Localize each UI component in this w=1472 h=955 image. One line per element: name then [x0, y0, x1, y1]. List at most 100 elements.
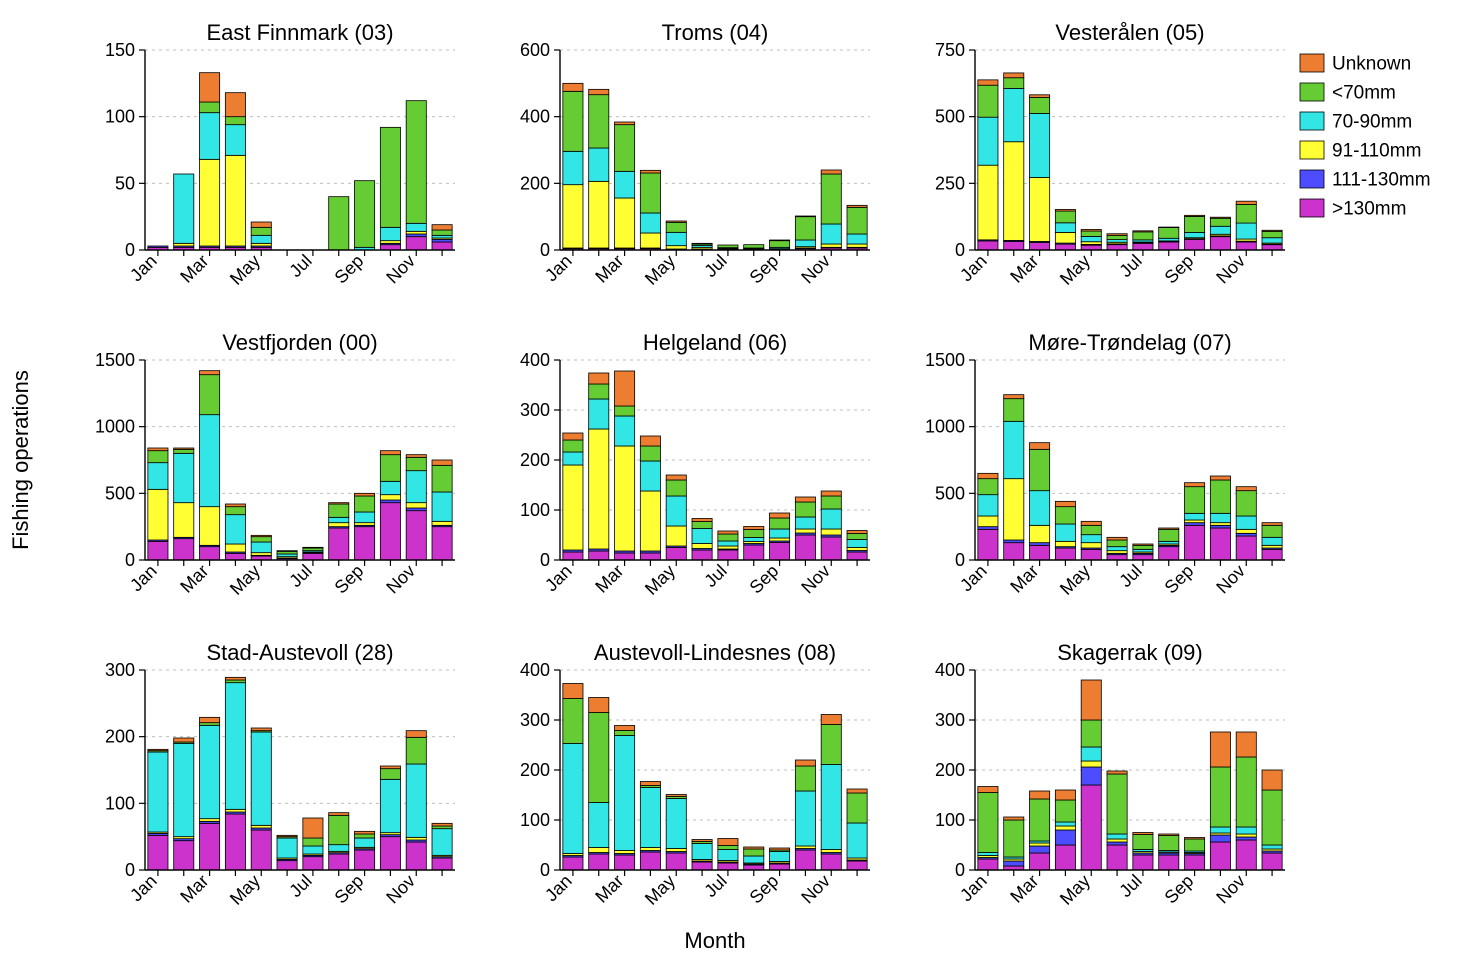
bar-segment [1185, 232, 1205, 237]
y-tick-label: 300 [935, 710, 965, 730]
bar-segment [1055, 826, 1075, 830]
bar-segment [1107, 551, 1127, 554]
y-tick-label: 0 [955, 240, 965, 260]
bar-segment [1133, 555, 1153, 560]
bar-segment [847, 207, 867, 234]
bar-segment [1185, 525, 1205, 560]
bar-segment [1210, 218, 1230, 226]
bar-segment [1262, 523, 1282, 526]
bar-segment [406, 764, 426, 837]
x-axis-label: Month [684, 928, 745, 953]
bar-segment [1236, 840, 1256, 870]
bar-segment [978, 529, 998, 560]
bar-segment [795, 766, 815, 791]
legend-swatch [1300, 54, 1324, 72]
bar-segment [1159, 528, 1179, 529]
bar-segment [847, 552, 867, 560]
bar-segment [978, 473, 998, 478]
bar-segment [795, 497, 815, 502]
bar-segment [1159, 227, 1179, 228]
bar-segment [174, 449, 194, 453]
bar-segment [1107, 547, 1127, 551]
bar-segment [432, 521, 452, 525]
bar-segment [1107, 774, 1127, 834]
bar-segment [380, 481, 400, 494]
bar-segment [847, 861, 867, 870]
legend-label: 70-90mm [1332, 112, 1412, 133]
bar-segment [1210, 217, 1230, 218]
bar-segment [200, 113, 220, 160]
bar-segment [770, 848, 790, 850]
bar-segment [355, 496, 375, 512]
bar-segment [821, 496, 841, 509]
bar-segment [615, 446, 635, 551]
bar-segment [1107, 540, 1127, 547]
bar-segment [432, 242, 452, 250]
bar-segment [1107, 834, 1127, 839]
bar-segment [1004, 820, 1024, 857]
bar-segment [847, 793, 867, 823]
bar-segment [225, 117, 245, 125]
bar-segment [1055, 830, 1075, 845]
bar-segment [666, 221, 686, 222]
bar-segment [1081, 236, 1101, 241]
bar-segment [303, 547, 323, 548]
bar-segment [406, 471, 426, 503]
panel-title: Austevoll-Lindesnes (08) [594, 640, 836, 665]
bar-segment [200, 823, 220, 870]
bar-segment [1236, 757, 1256, 827]
bar-segment [380, 769, 400, 780]
bar-segment [718, 531, 738, 534]
y-tick-label: 100 [105, 107, 135, 127]
bar-segment [1030, 843, 1050, 846]
bar-segment [821, 170, 841, 174]
bar-segment [355, 850, 375, 870]
bar-segment [1055, 845, 1075, 870]
bar-segment [329, 504, 349, 517]
panel-title: Stad-Austevoll (28) [206, 640, 393, 665]
bar-segment [978, 527, 998, 530]
y-tick-label: 300 [520, 710, 550, 730]
bar-segment [1055, 209, 1075, 211]
bar-segment [666, 475, 686, 480]
bar-segment [847, 205, 867, 207]
bar-segment [770, 852, 790, 862]
bar-segment [666, 853, 686, 870]
bar-segment [1055, 244, 1075, 250]
bar-segment [692, 840, 712, 842]
bar-segment [251, 222, 271, 227]
bar-segment [277, 551, 297, 552]
bar-segment [1133, 232, 1153, 240]
bar-segment [380, 503, 400, 560]
bar-segment [1055, 822, 1075, 826]
bar-segment [1030, 443, 1050, 450]
bar-segment [1236, 827, 1256, 834]
bar-segment [821, 725, 841, 765]
bar-segment [615, 371, 635, 406]
bar-segment [1210, 732, 1230, 767]
bar-segment [1210, 835, 1230, 842]
bar-segment [406, 511, 426, 560]
bar-segment [847, 540, 867, 548]
bar-segment [1055, 548, 1075, 560]
bar-segment [251, 732, 271, 825]
bar-segment [1004, 421, 1024, 478]
bar-segment [1185, 855, 1205, 870]
bar-segment [1055, 501, 1075, 506]
bar-segment [1159, 834, 1179, 836]
bar-segment [355, 838, 375, 847]
bar-segment [1081, 229, 1101, 231]
bar-segment [1236, 487, 1256, 491]
y-tick-label: 0 [540, 860, 550, 880]
bar-segment [1081, 549, 1101, 560]
bar-segment [1133, 549, 1153, 552]
bar-segment [1262, 790, 1282, 845]
bar-segment [251, 235, 271, 243]
bar-segment [174, 539, 194, 560]
bar-segment [1004, 142, 1024, 241]
bar-segment [615, 553, 635, 560]
y-tick-label: 1000 [95, 417, 135, 437]
bar-segment [355, 493, 375, 496]
bar-segment [329, 197, 349, 250]
bar-segment [615, 125, 635, 172]
